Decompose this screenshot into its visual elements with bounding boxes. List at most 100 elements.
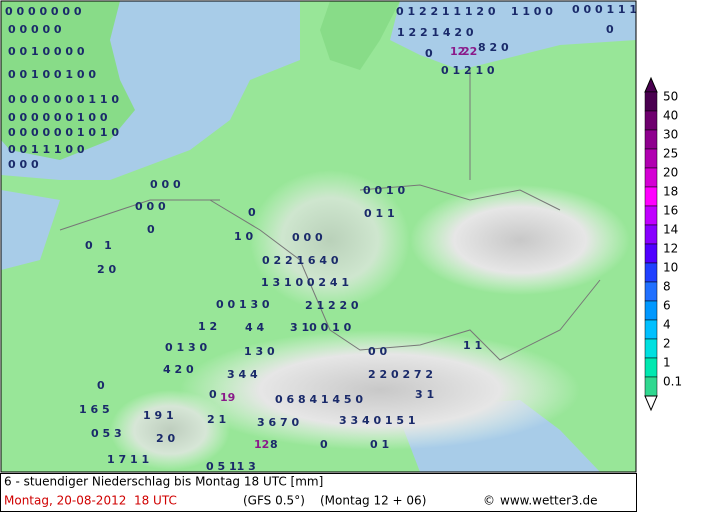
station-value: 0 1 2 2 1 1 1 2 0 1 1 0 0 bbox=[396, 5, 553, 18]
station-value: 0 2 2 1 6 4 0 bbox=[262, 254, 339, 267]
station-value: 2 1 2 2 0 bbox=[305, 299, 359, 312]
station-value: 1 0 bbox=[234, 230, 253, 243]
legend-label: 8 bbox=[663, 280, 671, 294]
footer-box bbox=[0, 473, 637, 512]
station-value: 1 2 2 1 4 2 0 bbox=[397, 26, 474, 39]
legend-label: 10 bbox=[663, 261, 678, 275]
baltic-sea bbox=[390, 1, 636, 70]
legend-label: 2 bbox=[663, 337, 671, 351]
station-value: 0 1 bbox=[85, 239, 112, 252]
legend-swatch bbox=[644, 148, 658, 169]
bohemia bbox=[410, 185, 630, 295]
station-value: 2 0 bbox=[156, 432, 175, 445]
station-value: 0 0 1 0 bbox=[363, 184, 405, 197]
legend-swatch bbox=[644, 110, 658, 131]
massif bbox=[110, 390, 230, 470]
description: 6 - stuendiger Niederschlag bis Montag 1… bbox=[4, 475, 323, 489]
legend-label: 18 bbox=[663, 185, 678, 199]
station-value: 0 bbox=[320, 438, 328, 451]
legend-label: 14 bbox=[663, 223, 678, 237]
station-value: 0 0 1 3 0 bbox=[216, 298, 270, 311]
station-value: 0 0 0 0 0 0 0 1 1 0 bbox=[8, 93, 119, 106]
legend-top-arrow bbox=[644, 76, 658, 93]
model: (GFS 0.5°) bbox=[243, 494, 305, 508]
station-value: 0 0 0 0 0 bbox=[8, 23, 62, 36]
legend-label: 6 bbox=[663, 299, 671, 313]
legend-swatch bbox=[644, 167, 658, 188]
copyright: © bbox=[483, 494, 495, 508]
station-value: 8 2 0 bbox=[478, 41, 509, 54]
map-frame bbox=[0, 0, 637, 473]
legend-label: 0.1 bbox=[663, 375, 682, 389]
legend-swatch bbox=[644, 376, 658, 397]
legend-label: 30 bbox=[663, 128, 678, 142]
station-value: 0 0 0 0 0 0 1 0 1 0 bbox=[8, 126, 119, 139]
station-value: 2 1 bbox=[207, 413, 226, 426]
channel bbox=[1, 190, 60, 270]
station-value: 0 0 0 0 0 0 1 0 0 bbox=[8, 111, 108, 124]
legend-swatch bbox=[644, 300, 658, 321]
station-value: 1 3 0 bbox=[244, 345, 275, 358]
station-value: 0 1 2 1 0 bbox=[441, 64, 495, 77]
britain bbox=[1, 1, 135, 160]
station-value: 0 bbox=[209, 388, 217, 401]
legend-label: 20 bbox=[663, 166, 678, 180]
station-value: 3 4 4 bbox=[227, 368, 258, 381]
station-value: 3 3 4 0 1 5 1 bbox=[339, 414, 416, 427]
station-value: 0 0 1 0 0 0 0 bbox=[8, 45, 85, 58]
station-value: 0 bbox=[147, 223, 155, 236]
station-value: 12 bbox=[254, 438, 269, 451]
legend-label: 1 bbox=[663, 356, 671, 370]
station-value: 0 bbox=[606, 23, 614, 36]
station-value: 0 0 1 0 0 1 0 0 bbox=[8, 68, 96, 81]
station-value: 1 9 1 bbox=[143, 409, 174, 422]
borders bbox=[59, 70, 601, 361]
legend-swatch bbox=[644, 281, 658, 302]
website: www.wetter3.de bbox=[500, 494, 598, 508]
legend-swatch bbox=[644, 91, 658, 112]
station-value: 0 bbox=[425, 47, 433, 60]
legend-swatch bbox=[644, 205, 658, 226]
footer: 6 - stuendiger Niederschlag bis Montag 1… bbox=[0, 473, 637, 512]
legend-label: 40 bbox=[663, 109, 678, 123]
legend-label: 4 bbox=[663, 318, 671, 332]
station-value: 0 0 0 bbox=[150, 178, 181, 191]
station-value: 4 4 bbox=[245, 321, 264, 334]
station-value: 1 1 bbox=[463, 339, 482, 352]
legend-bottom-arrow bbox=[644, 395, 658, 412]
station-value: 0 bbox=[248, 206, 256, 219]
station-value: 0 1 bbox=[370, 438, 389, 451]
station-value: 0 1 1 bbox=[364, 207, 395, 220]
map: 0 0 0 0 0 0 0 0 0 0 0 0 0 0 1 0 0 0 0 0 0 1… bbox=[1, 1, 637, 473]
station-value: 0 0 0 0 0 0 0 bbox=[5, 5, 82, 18]
station-labels: 0 0 0 0 0 0 0 0 0 0 0 0 0 0 1 0 0 0 0 0 0 1… bbox=[5, 3, 637, 473]
station-value: 8 bbox=[270, 438, 278, 451]
legend-swatch bbox=[644, 243, 658, 264]
station-value: 0 0 0 bbox=[292, 231, 323, 244]
legend-swatch bbox=[644, 357, 658, 378]
legend-swatch bbox=[644, 224, 658, 245]
station-value: 2 0 bbox=[97, 263, 116, 276]
run: (Montag 12 + 06) bbox=[320, 494, 426, 508]
station-value: 1 3 1 0 0 2 4 1 bbox=[261, 276, 349, 289]
station-value: 0 0 0 bbox=[8, 158, 39, 171]
station-value: 0 6 8 4 1 4 5 0 bbox=[275, 393, 363, 406]
legend-swatch bbox=[644, 338, 658, 359]
uplands bbox=[250, 170, 410, 310]
date: Montag, 20-08-2012 18 UTC bbox=[4, 494, 177, 508]
denmark bbox=[320, 1, 400, 70]
legend-label: 16 bbox=[663, 204, 678, 218]
legend-swatch bbox=[644, 186, 658, 207]
station-value: 2 2 0 2 7 2 bbox=[368, 368, 433, 381]
legend-swatch bbox=[644, 262, 658, 283]
station-value: 22 bbox=[462, 45, 477, 58]
station-value: 0 5 11 3 bbox=[206, 460, 256, 473]
legend-label: 12 bbox=[663, 242, 678, 256]
station-value: 1 7 1 1 bbox=[107, 453, 149, 466]
legend-swatch bbox=[644, 129, 658, 150]
station-value: 4 2 0 bbox=[163, 363, 194, 376]
station-value: 0 bbox=[97, 379, 105, 392]
station-value: 0 0 0 bbox=[135, 200, 166, 213]
station-value: 3 6 7 0 bbox=[257, 416, 299, 429]
